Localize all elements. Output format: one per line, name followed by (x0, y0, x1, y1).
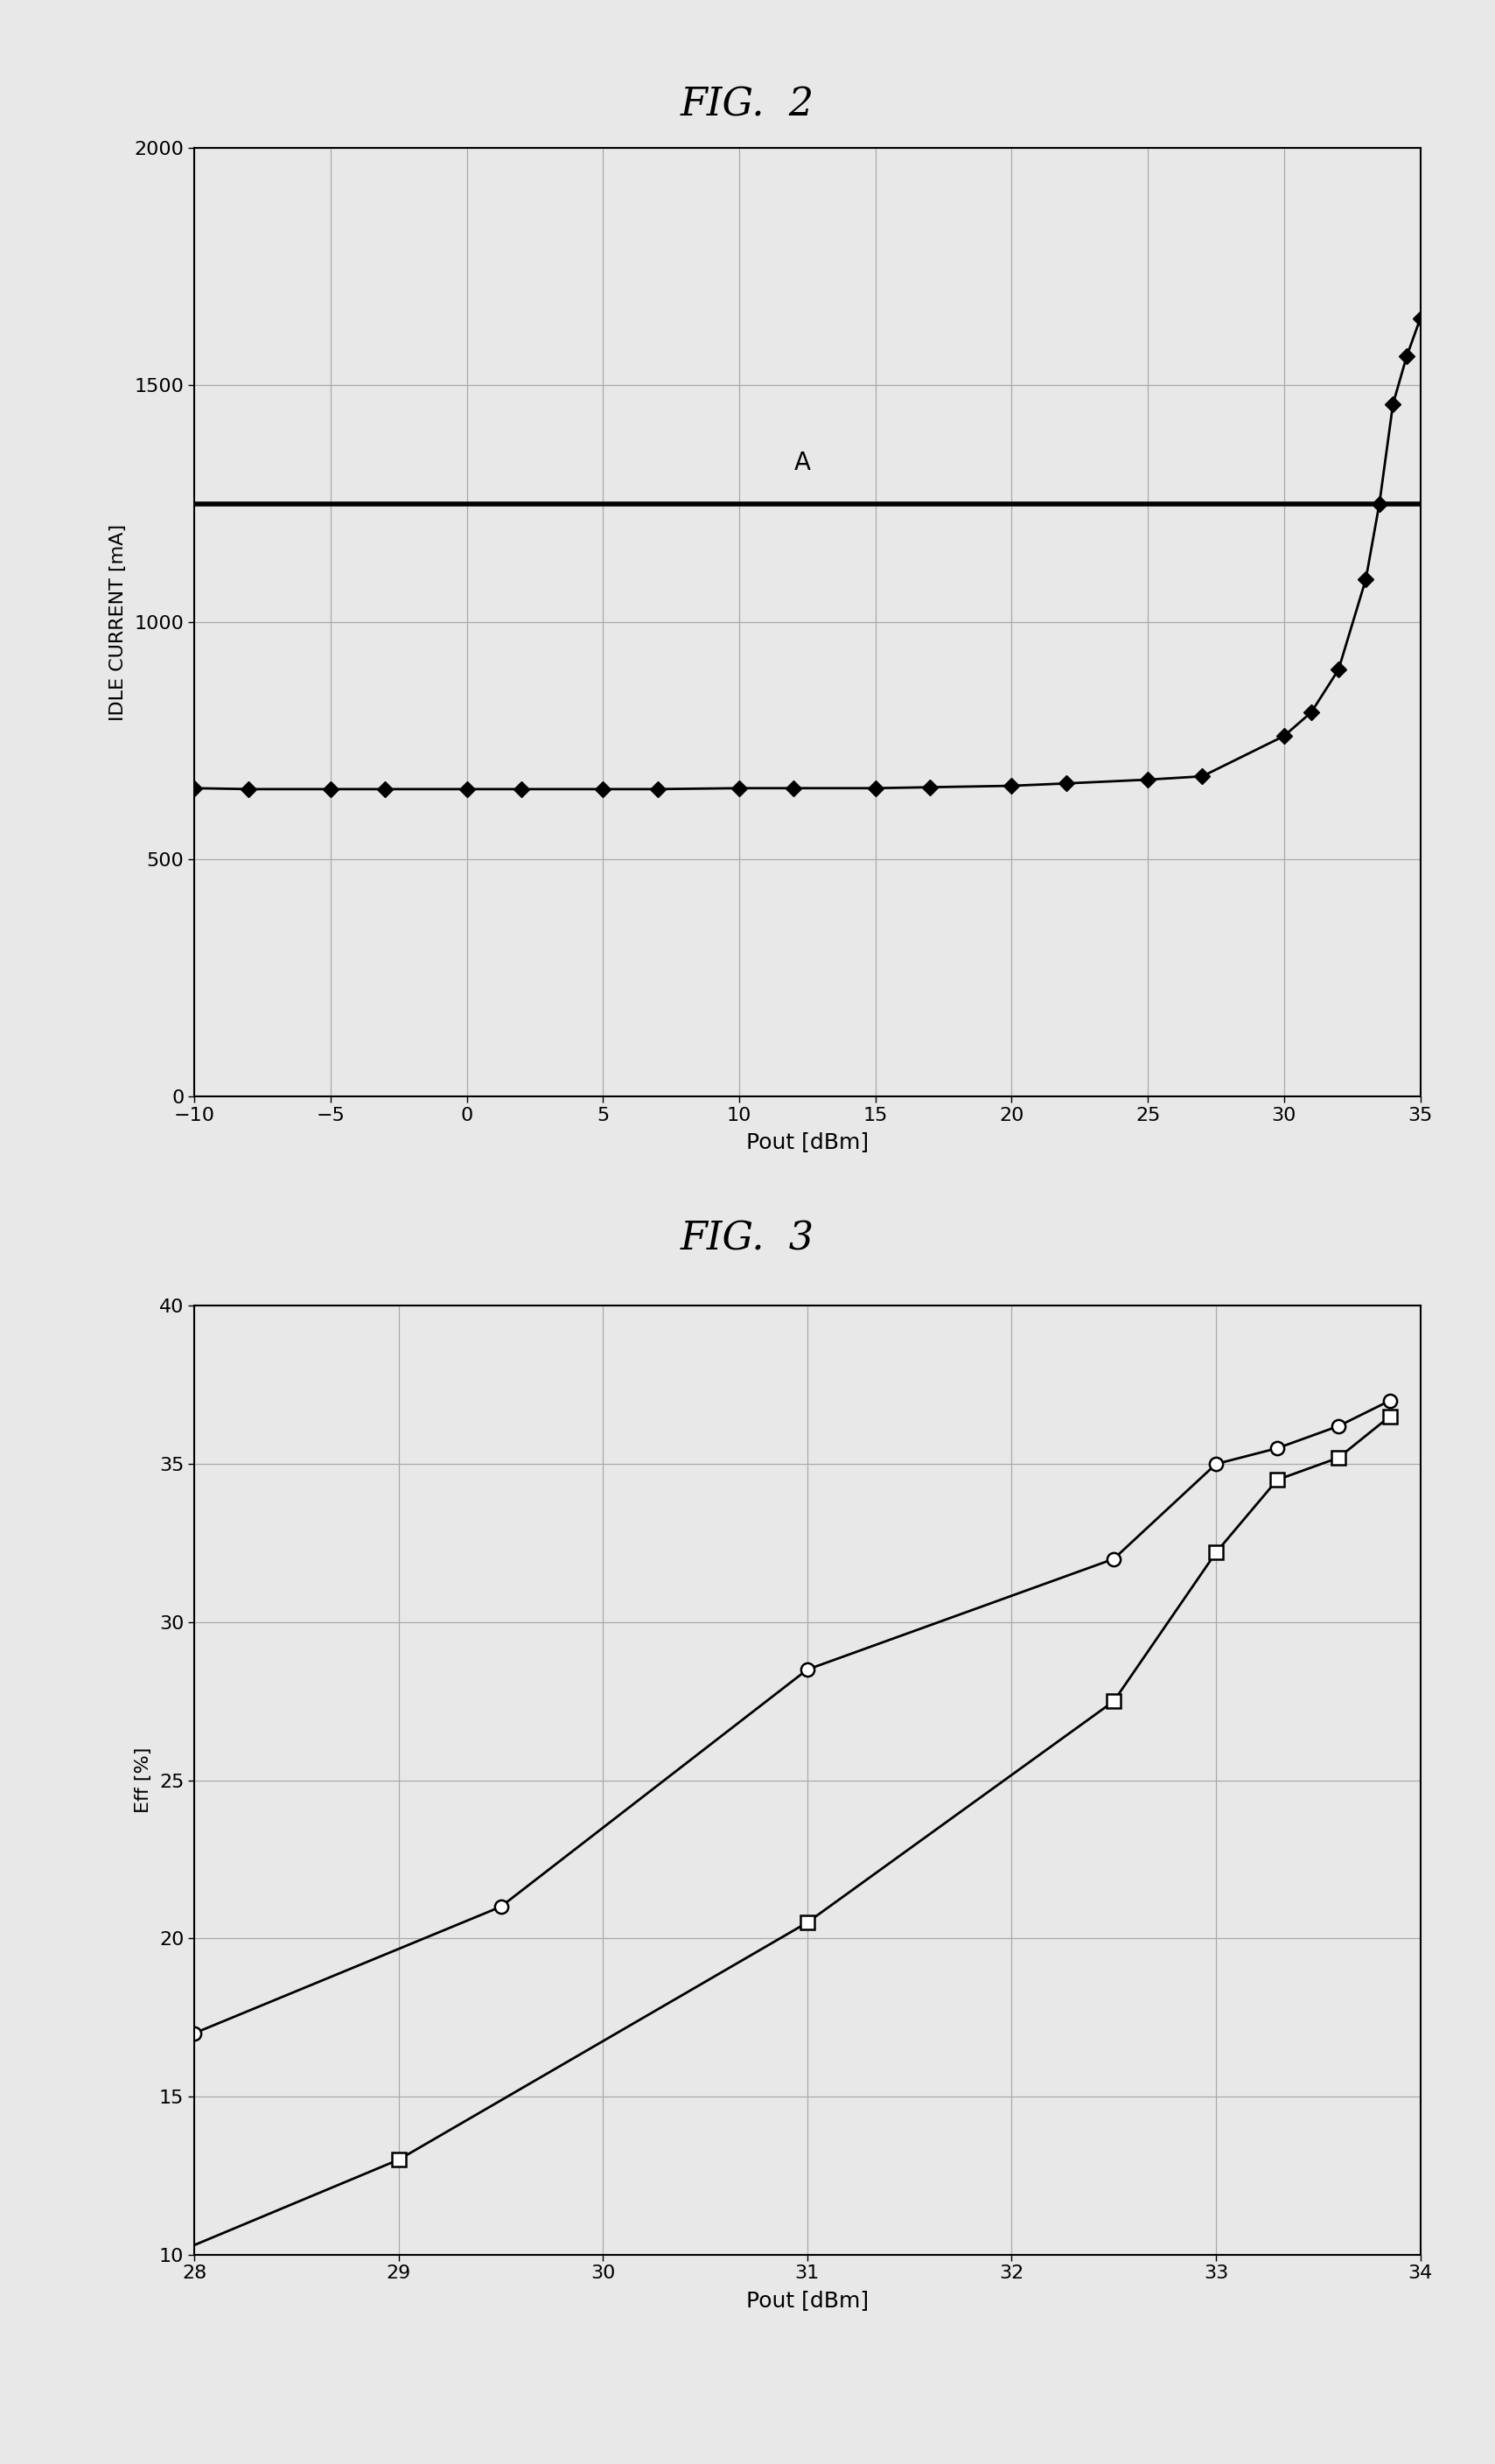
Text: FIG.  3: FIG. 3 (680, 1220, 815, 1257)
Text: FIG.  2: FIG. 2 (680, 86, 815, 123)
X-axis label: Pout [dBm]: Pout [dBm] (746, 1131, 869, 1153)
Text: A: A (794, 451, 810, 476)
Y-axis label: IDLE CURRENT [mA]: IDLE CURRENT [mA] (109, 525, 127, 719)
Y-axis label: Eff [%]: Eff [%] (135, 1747, 152, 1814)
X-axis label: Pout [dBm]: Pout [dBm] (746, 2289, 869, 2311)
